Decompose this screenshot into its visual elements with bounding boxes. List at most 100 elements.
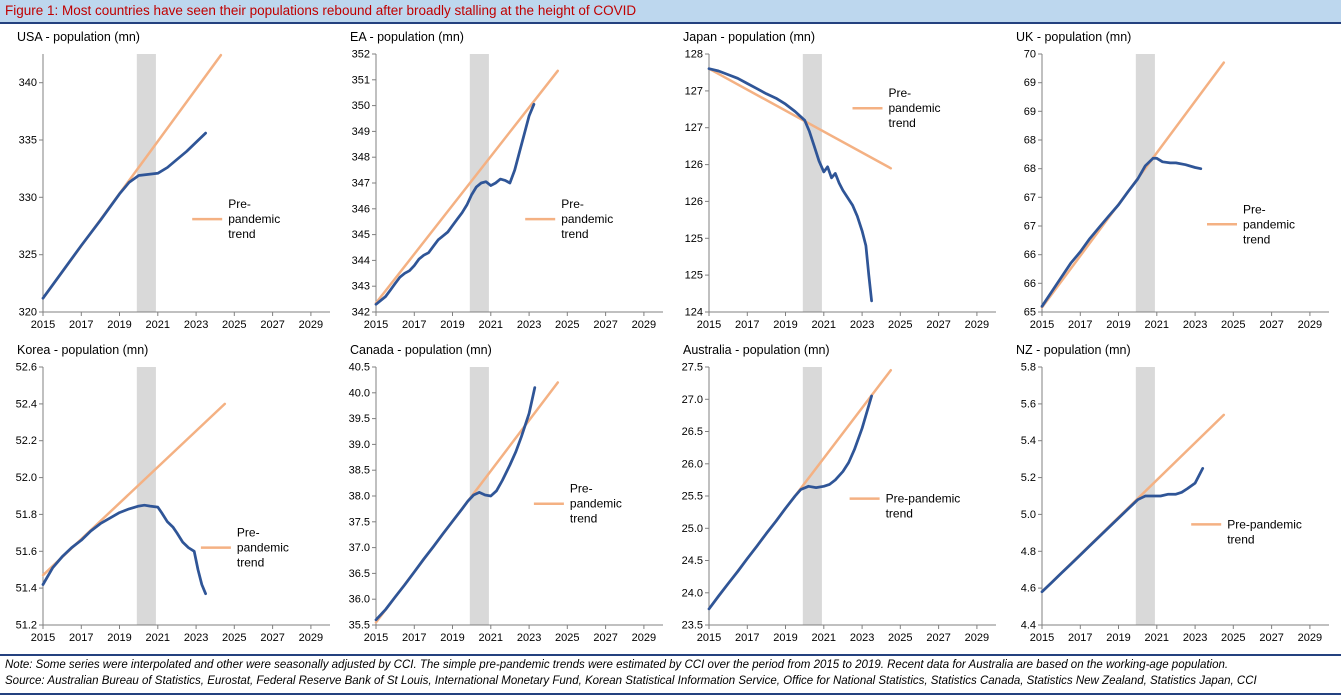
svg-text:2019: 2019 [107,319,131,331]
svg-text:2021: 2021 [1145,632,1169,644]
chart-title-ea: EA - population (mn) [350,30,464,44]
svg-text:36.0: 36.0 [349,594,370,606]
svg-text:23.5: 23.5 [682,620,703,632]
svg-text:51.4: 51.4 [16,583,37,595]
svg-text:2025: 2025 [888,632,912,644]
svg-text:trend: trend [1227,532,1254,546]
svg-text:330: 330 [19,192,37,204]
svg-text:2027: 2027 [1259,632,1283,644]
svg-text:Pre-pandemic: Pre-pandemic [886,492,961,506]
svg-text:40.5: 40.5 [349,362,370,374]
svg-text:351: 351 [352,74,370,86]
svg-text:40.0: 40.0 [349,387,370,399]
japan-population-chart: 124 125 125 126 126 127 127 128 2015 2017 2019 2021… [685,49,996,331]
svg-text:348: 348 [352,152,370,164]
svg-text:2027: 2027 [593,319,617,331]
svg-text:2017: 2017 [69,319,93,331]
svg-text:347: 347 [352,178,370,190]
svg-text:325: 325 [19,249,37,261]
svg-text:pandemic: pandemic [570,497,622,511]
svg-text:2019: 2019 [107,632,131,644]
svg-text:52.6: 52.6 [16,362,37,374]
svg-text:2027: 2027 [1259,319,1283,331]
svg-text:2029: 2029 [965,632,989,644]
svg-text:37.0: 37.0 [349,542,370,554]
source-text: Source: Australian Bureau of Statistics,… [5,674,1257,687]
chart-title-uk: UK - population (mn) [1016,30,1132,44]
svg-text:2025: 2025 [555,632,579,644]
chart-title-nz: NZ - population (mn) [1016,343,1131,357]
svg-text:345: 345 [352,229,370,241]
svg-text:2025: 2025 [1221,632,1245,644]
svg-text:68: 68 [1024,135,1036,147]
svg-text:2027: 2027 [926,319,950,331]
svg-text:65: 65 [1024,307,1036,319]
svg-text:352: 352 [352,49,370,61]
svg-text:2015: 2015 [697,632,721,644]
svg-text:2017: 2017 [1068,319,1092,331]
svg-text:126: 126 [685,196,703,208]
svg-text:127: 127 [685,122,703,134]
svg-text:2021: 2021 [479,632,503,644]
svg-text:trend: trend [886,507,913,521]
chart-panel-ea: EA - population (mn) 342 343 344 345 346 347 3… [336,29,669,336]
svg-text:Pre-: Pre- [1243,202,1266,216]
canada-population-chart: 35.5 36.0 36.5 37.0 37.5 38.0 38.5 39.0 39.5 40.0… [349,362,663,644]
svg-text:67: 67 [1024,221,1036,233]
svg-text:26.0: 26.0 [682,458,703,470]
chart-panel-canada: Canada - population (mn) 35.5 36.0 36.5 37.… [336,342,669,649]
svg-text:349: 349 [352,126,370,138]
svg-text:2019: 2019 [440,319,464,331]
figure-title-bar: Figure 1: Most countries have seen their… [0,0,1341,24]
svg-text:4.4: 4.4 [1021,620,1036,632]
svg-text:51.2: 51.2 [16,620,37,632]
svg-text:2027: 2027 [926,632,950,644]
chart-title-australia: Australia - population (mn) [683,343,830,357]
svg-text:66: 66 [1024,278,1036,290]
svg-text:2023: 2023 [1183,632,1207,644]
svg-text:52.0: 52.0 [16,472,37,484]
svg-text:52.2: 52.2 [16,435,37,447]
svg-text:66: 66 [1024,249,1036,261]
chart-title-korea: Korea - population (mn) [17,343,149,357]
svg-text:2025: 2025 [888,319,912,331]
svg-text:320: 320 [19,307,37,319]
svg-text:Pre-: Pre- [561,197,584,211]
svg-text:70: 70 [1024,49,1036,61]
figure-footnotes: Note: Some series were interpolated and … [0,654,1341,695]
svg-text:2029: 2029 [632,319,656,331]
svg-text:2025: 2025 [222,319,246,331]
chart-panel-usa: USA - population (mn) 320 325 330 335 340 201… [3,29,336,336]
svg-text:2015: 2015 [31,319,55,331]
svg-text:51.8: 51.8 [16,509,37,521]
svg-text:5.4: 5.4 [1021,435,1036,447]
svg-text:2017: 2017 [735,319,759,331]
svg-text:2021: 2021 [1145,319,1169,331]
chart-title-japan: Japan - population (mn) [683,30,816,44]
svg-text:125: 125 [685,233,703,245]
svg-text:39.0: 39.0 [349,439,370,451]
svg-text:67: 67 [1024,192,1036,204]
svg-text:2029: 2029 [1298,319,1322,331]
svg-text:2027: 2027 [593,632,617,644]
svg-text:2021: 2021 [146,632,170,644]
chart-panel-korea: Korea - population (mn) 51.2 51.4 51.6 51.8… [3,342,336,649]
svg-text:5.8: 5.8 [1021,362,1036,374]
chart-panel-australia: Australia - population (mn) 23.5 24.0 24.5… [669,342,1002,649]
svg-text:2015: 2015 [364,632,388,644]
svg-text:pandemic: pandemic [228,212,280,226]
svg-text:52.4: 52.4 [16,398,37,410]
svg-text:2029: 2029 [299,319,323,331]
svg-text:24.5: 24.5 [682,555,703,567]
svg-text:69: 69 [1024,77,1036,89]
svg-text:2023: 2023 [184,632,208,644]
svg-text:2019: 2019 [440,632,464,644]
svg-text:Pre-: Pre- [570,482,593,496]
svg-text:pandemic: pandemic [237,541,289,555]
svg-text:2029: 2029 [965,319,989,331]
svg-text:2019: 2019 [773,632,797,644]
svg-text:25.0: 25.0 [682,523,703,535]
svg-text:2023: 2023 [184,319,208,331]
svg-text:126: 126 [685,159,703,171]
